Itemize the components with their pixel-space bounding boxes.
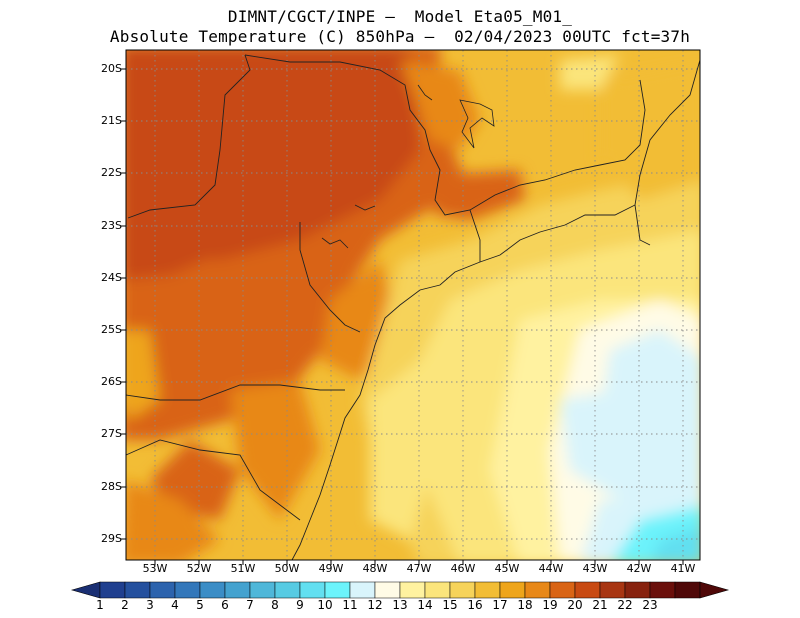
colorbar-swatch (199, 581, 226, 599)
colorbar-label: 19 (542, 598, 558, 612)
y-tick-label: 27S (101, 427, 122, 440)
x-tick-label: 47W (406, 562, 432, 575)
colorbar-swatch (174, 581, 201, 599)
colorbar (70, 581, 730, 599)
x-tick-label: 51W (230, 562, 256, 575)
grid-lines (126, 50, 700, 560)
coastline-borders (126, 54, 700, 560)
colorbar-label: 6 (221, 598, 229, 612)
x-tick-label: 42W (626, 562, 652, 575)
colorbar-label: 8 (271, 598, 279, 612)
colorbar-label: 11 (342, 598, 358, 612)
colorbar-label: 21 (592, 598, 608, 612)
colorbar-label: 22 (617, 598, 633, 612)
colorbar-swatch (399, 581, 426, 599)
y-tick-label: 28S (101, 480, 122, 493)
x-tick-label: 44W (538, 562, 564, 575)
x-tick-label: 45W (494, 562, 520, 575)
colorbar-swatch (249, 581, 276, 599)
colorbar-label: 9 (296, 598, 304, 612)
colorbar-swatch (449, 581, 476, 599)
y-tick-label: 21S (101, 114, 122, 127)
colorbar-label: 20 (567, 598, 583, 612)
colorbar-swatch (324, 581, 351, 599)
y-tick-label: 23S (101, 219, 122, 232)
x-tick-label: 52W (186, 562, 212, 575)
colorbar-swatch (349, 581, 376, 599)
y-tick-label: 24S (101, 271, 122, 284)
colorbar-swatch (624, 581, 651, 599)
colorbar-swatch (524, 581, 551, 599)
colorbar-right-tip (699, 581, 730, 599)
colorbar-swatch (149, 581, 176, 599)
title-line-2: Absolute Temperature (C) 850hPa – 02/04/… (109, 27, 691, 46)
x-tick-label: 43W (582, 562, 608, 575)
y-tick-label: 29S (101, 532, 122, 545)
colorbar-label: 3 (146, 598, 154, 612)
colorbar-swatch (474, 581, 501, 599)
temperature-field (126, 50, 700, 560)
colorbar-label: 10 (317, 598, 333, 612)
colorbar-swatch (124, 581, 151, 599)
colorbar-label: 1 (96, 598, 104, 612)
colorbar-label: 4 (171, 598, 179, 612)
colorbar-swatch (274, 581, 301, 599)
colorbar-swatch (99, 581, 126, 599)
colorbar-swatch (424, 581, 451, 599)
colorbar-label: 15 (442, 598, 458, 612)
colorbar-swatch (599, 581, 626, 599)
colorbar-label: 12 (367, 598, 383, 612)
tick-marks (121, 68, 684, 565)
x-tick-label: 53W (142, 562, 168, 575)
colorbar-label: 5 (196, 598, 204, 612)
y-tick-label: 26S (101, 375, 122, 388)
colorbar-swatch (674, 581, 701, 599)
x-tick-label: 50W (274, 562, 300, 575)
colorbar-swatch (299, 581, 326, 599)
x-tick-label: 46W (450, 562, 476, 575)
colorbar-label: 18 (517, 598, 533, 612)
y-tick-label: 20S (101, 62, 122, 75)
colorbar-label: 13 (392, 598, 408, 612)
colorbar-label: 17 (492, 598, 508, 612)
colorbar-label: 16 (467, 598, 483, 612)
colorbar-swatch (649, 581, 676, 599)
x-tick-label: 41W (670, 562, 696, 575)
colorbar-swatch (574, 581, 601, 599)
colorbar-swatch (549, 581, 576, 599)
colorbar-label: 14 (417, 598, 433, 612)
y-tick-label: 22S (101, 166, 122, 179)
colorbar-swatch (224, 581, 251, 599)
plot-frame (125, 49, 701, 561)
colorbar-label: 2 (121, 598, 129, 612)
colorbar-label: 23 (642, 598, 658, 612)
title-line-1: DIMNT/CGCT/INPE – Model Eta05_M01_ (227, 7, 573, 26)
colorbar-swatch (374, 581, 401, 599)
x-tick-label: 48W (362, 562, 388, 575)
colorbar-left-tip (70, 581, 101, 599)
x-tick-label: 49W (318, 562, 344, 575)
y-tick-label: 25S (101, 323, 122, 336)
colorbar-swatch (499, 581, 526, 599)
colorbar-label: 7 (246, 598, 254, 612)
